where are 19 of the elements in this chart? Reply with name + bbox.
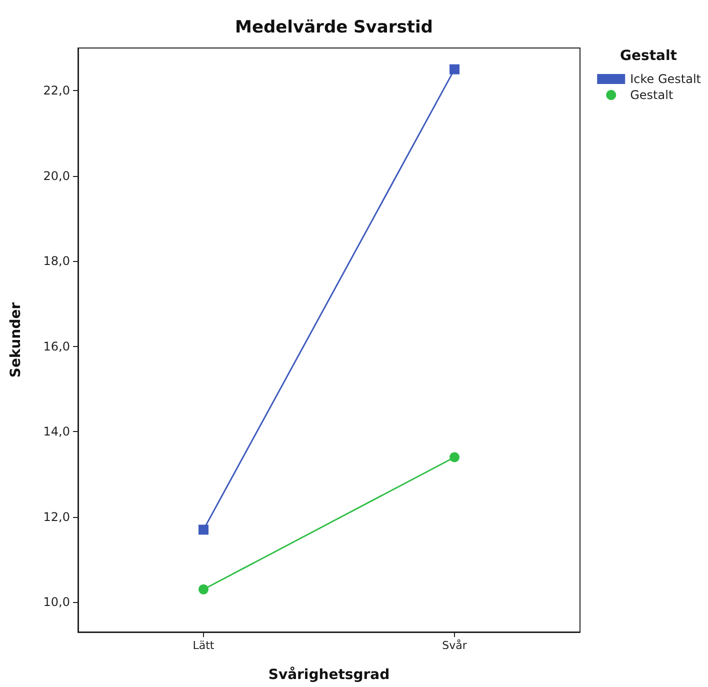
x-axis-title: Svårighetsgrad [268,666,390,683]
y-tick-label: 22,0 [43,84,70,98]
point [198,584,208,594]
x-tick-label: Svår [442,639,468,652]
x-tick-label: Lätt [192,639,215,652]
point [198,524,208,535]
y-tick-label: 10,0 [43,595,70,610]
legend-title: Gestalt [620,48,678,64]
y-axis-title: Sekunder [8,302,24,378]
legend-label: Gestalt [630,88,674,102]
y-tick-label: 18,0 [43,254,70,268]
y-tick-label: 12,0 [43,510,70,524]
y-tick-label: 16,0 [43,339,70,354]
chart-title: Medelvärde Svarstid [235,18,433,38]
y-tick-label: 14,0 [43,424,70,439]
point [450,452,460,462]
point [450,64,460,74]
legend-label: Icke Gestalt [630,72,702,86]
y-tick-label: 20,0 [43,168,70,183]
